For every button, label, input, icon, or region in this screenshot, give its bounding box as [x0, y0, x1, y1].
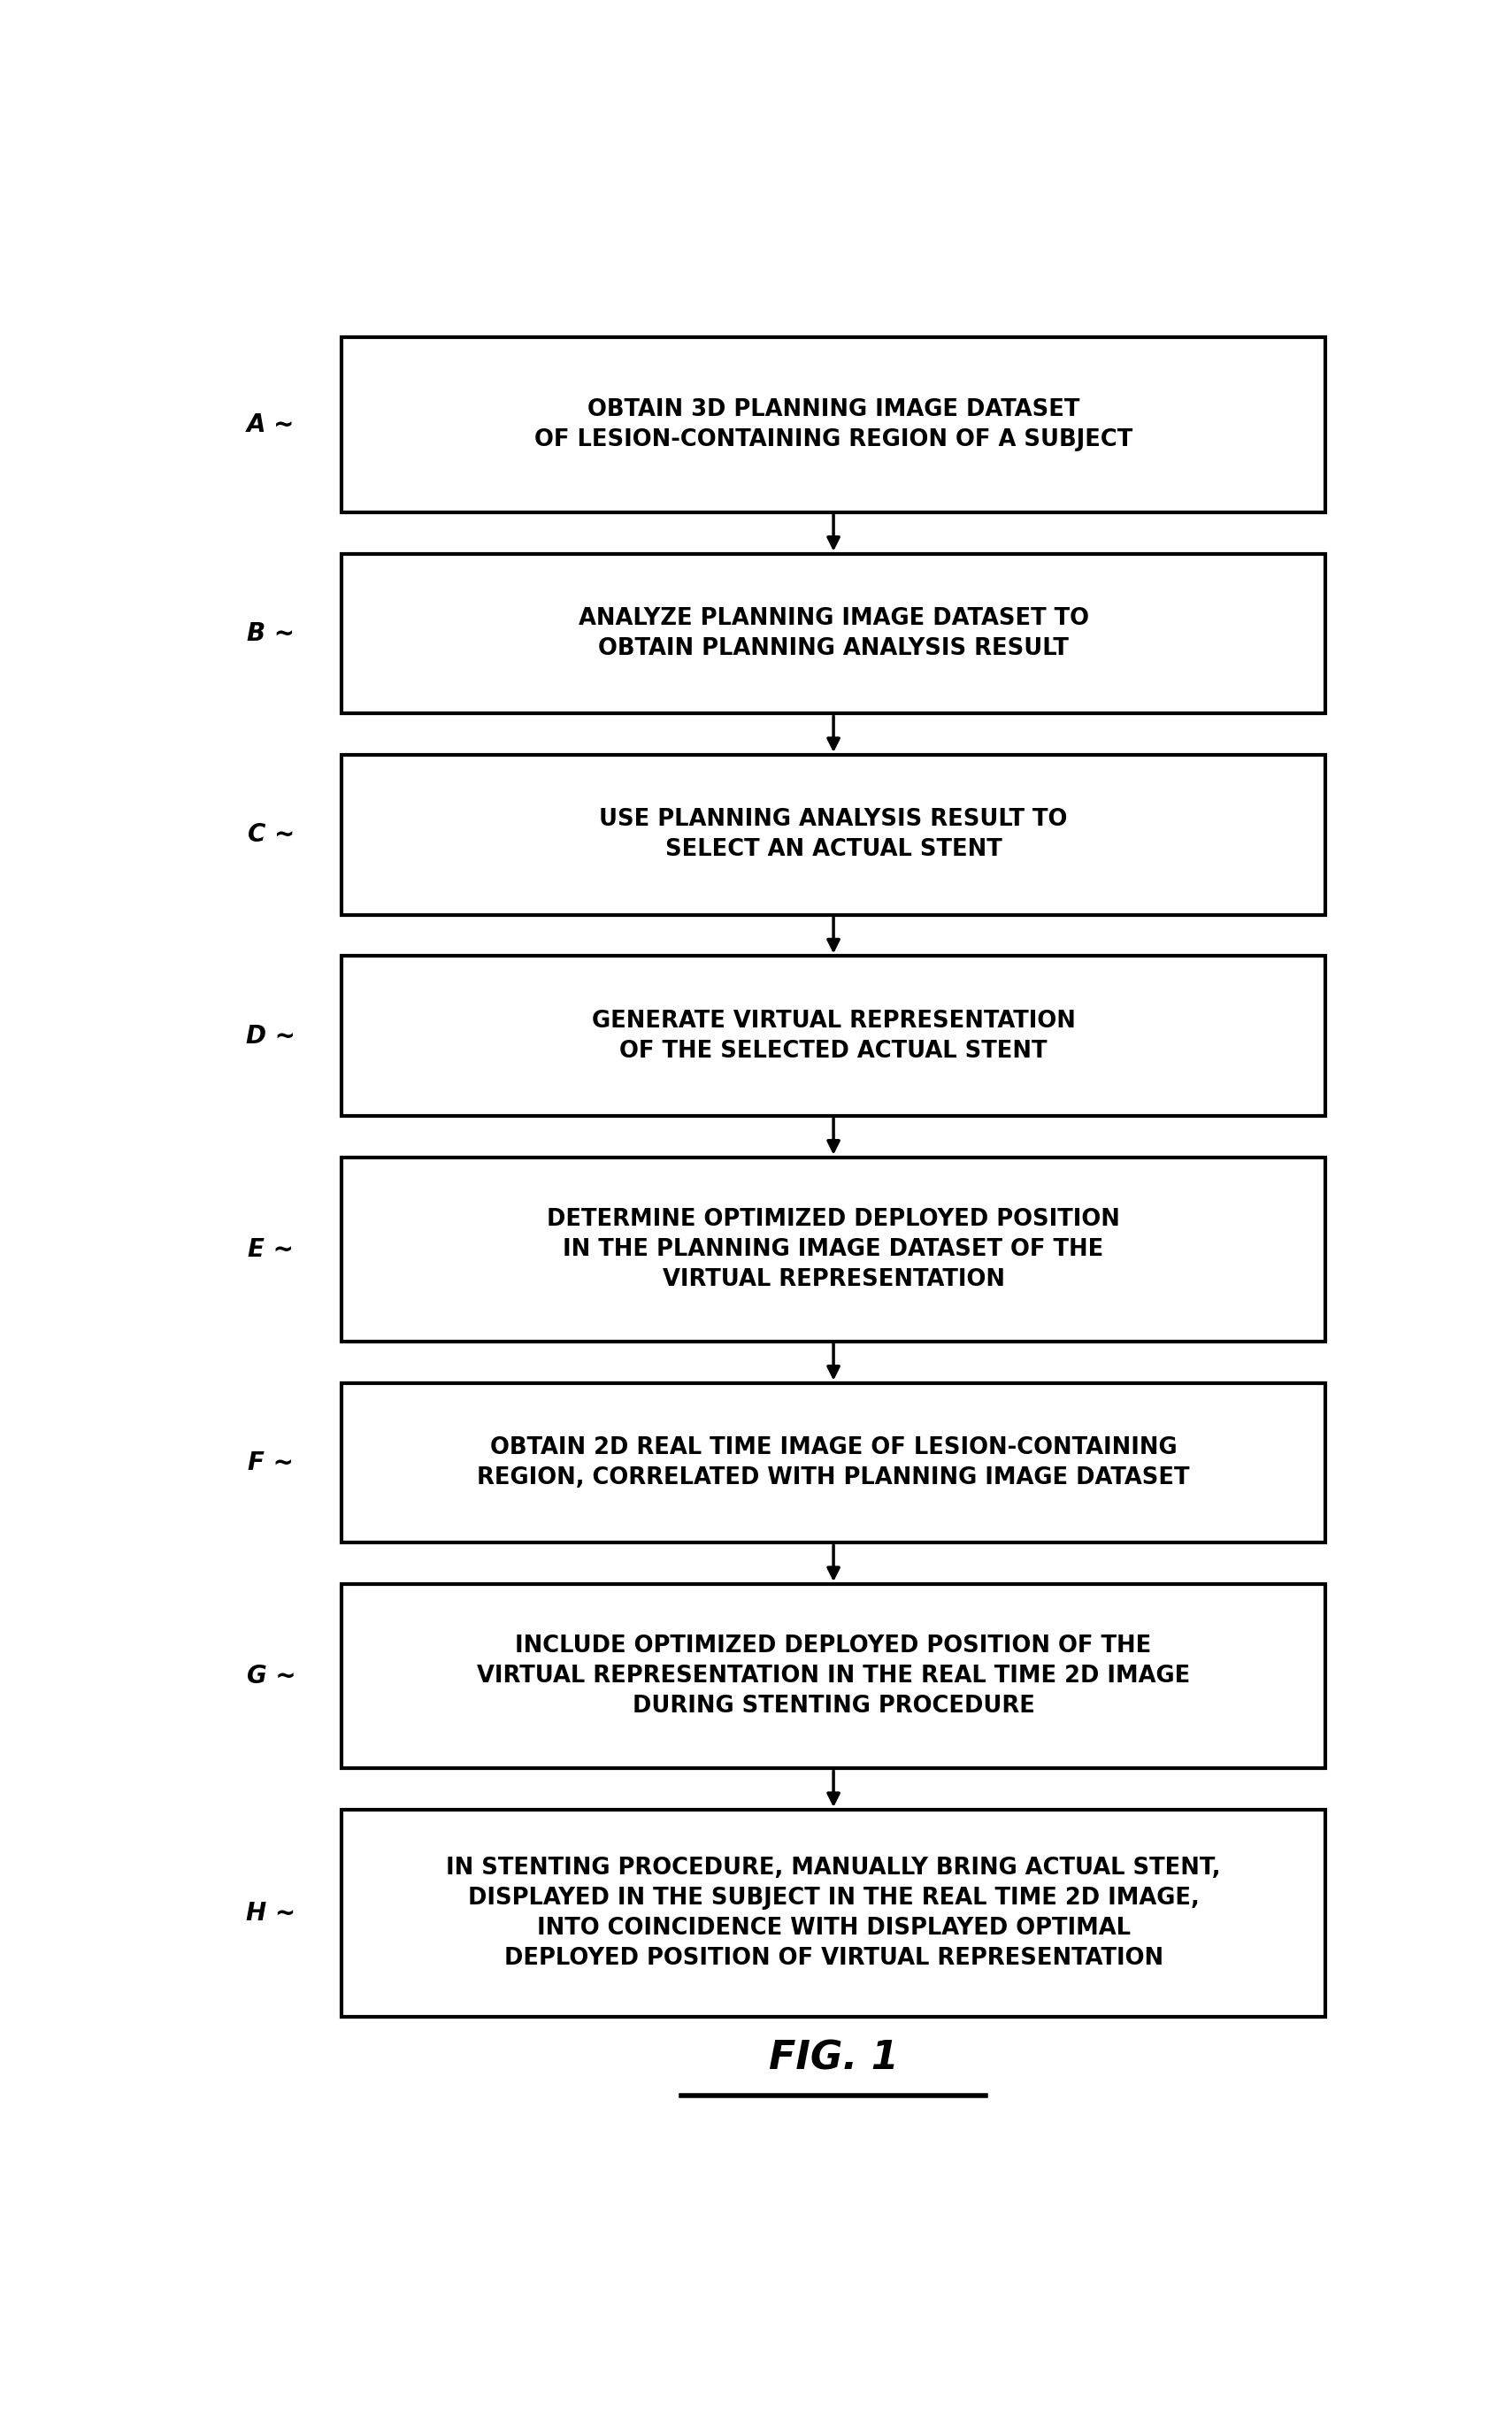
Text: GENERATE VIRTUAL REPRESENTATION
OF THE SELECTED ACTUAL STENT: GENERATE VIRTUAL REPRESENTATION OF THE S… — [591, 1010, 1075, 1064]
FancyBboxPatch shape — [342, 552, 1326, 712]
FancyBboxPatch shape — [342, 1585, 1326, 1769]
Text: E ~: E ~ — [248, 1238, 293, 1262]
FancyBboxPatch shape — [342, 957, 1326, 1117]
Text: F ~: F ~ — [248, 1451, 293, 1476]
Text: B ~: B ~ — [246, 620, 295, 647]
Text: IN STENTING PROCEDURE, MANUALLY BRING ACTUAL STENT,
DISPLAYED IN THE SUBJECT IN : IN STENTING PROCEDURE, MANUALLY BRING AC… — [446, 1856, 1220, 1970]
Text: ANALYZE PLANNING IMAGE DATASET TO
OBTAIN PLANNING ANALYSIS RESULT: ANALYZE PLANNING IMAGE DATASET TO OBTAIN… — [578, 608, 1089, 659]
Text: H ~: H ~ — [246, 1900, 296, 1926]
Text: D ~: D ~ — [246, 1023, 296, 1049]
Text: G ~: G ~ — [246, 1665, 296, 1689]
Text: OBTAIN 2D REAL TIME IMAGE OF LESION-CONTAINING
REGION, CORRELATED WITH PLANNING : OBTAIN 2D REAL TIME IMAGE OF LESION-CONT… — [478, 1437, 1190, 1490]
FancyBboxPatch shape — [342, 1384, 1326, 1543]
Text: DETERMINE OPTIMIZED DEPLOYED POSITION
IN THE PLANNING IMAGE DATASET OF THE
VIRTU: DETERMINE OPTIMIZED DEPLOYED POSITION IN… — [547, 1207, 1120, 1291]
Text: USE PLANNING ANALYSIS RESULT TO
SELECT AN ACTUAL STENT: USE PLANNING ANALYSIS RESULT TO SELECT A… — [599, 809, 1067, 860]
Text: A ~: A ~ — [246, 412, 295, 436]
Text: OBTAIN 3D PLANNING IMAGE DATASET
OF LESION-CONTAINING REGION OF A SUBJECT: OBTAIN 3D PLANNING IMAGE DATASET OF LESI… — [534, 397, 1132, 451]
Text: C ~: C ~ — [248, 821, 295, 848]
Text: FIG. 1: FIG. 1 — [768, 2040, 898, 2077]
FancyBboxPatch shape — [342, 1158, 1326, 1342]
FancyBboxPatch shape — [342, 337, 1326, 511]
FancyBboxPatch shape — [342, 1810, 1326, 2016]
Text: INCLUDE OPTIMIZED DEPLOYED POSITION OF THE
VIRTUAL REPRESENTATION IN THE REAL TI: INCLUDE OPTIMIZED DEPLOYED POSITION OF T… — [476, 1636, 1190, 1718]
FancyBboxPatch shape — [342, 756, 1326, 913]
